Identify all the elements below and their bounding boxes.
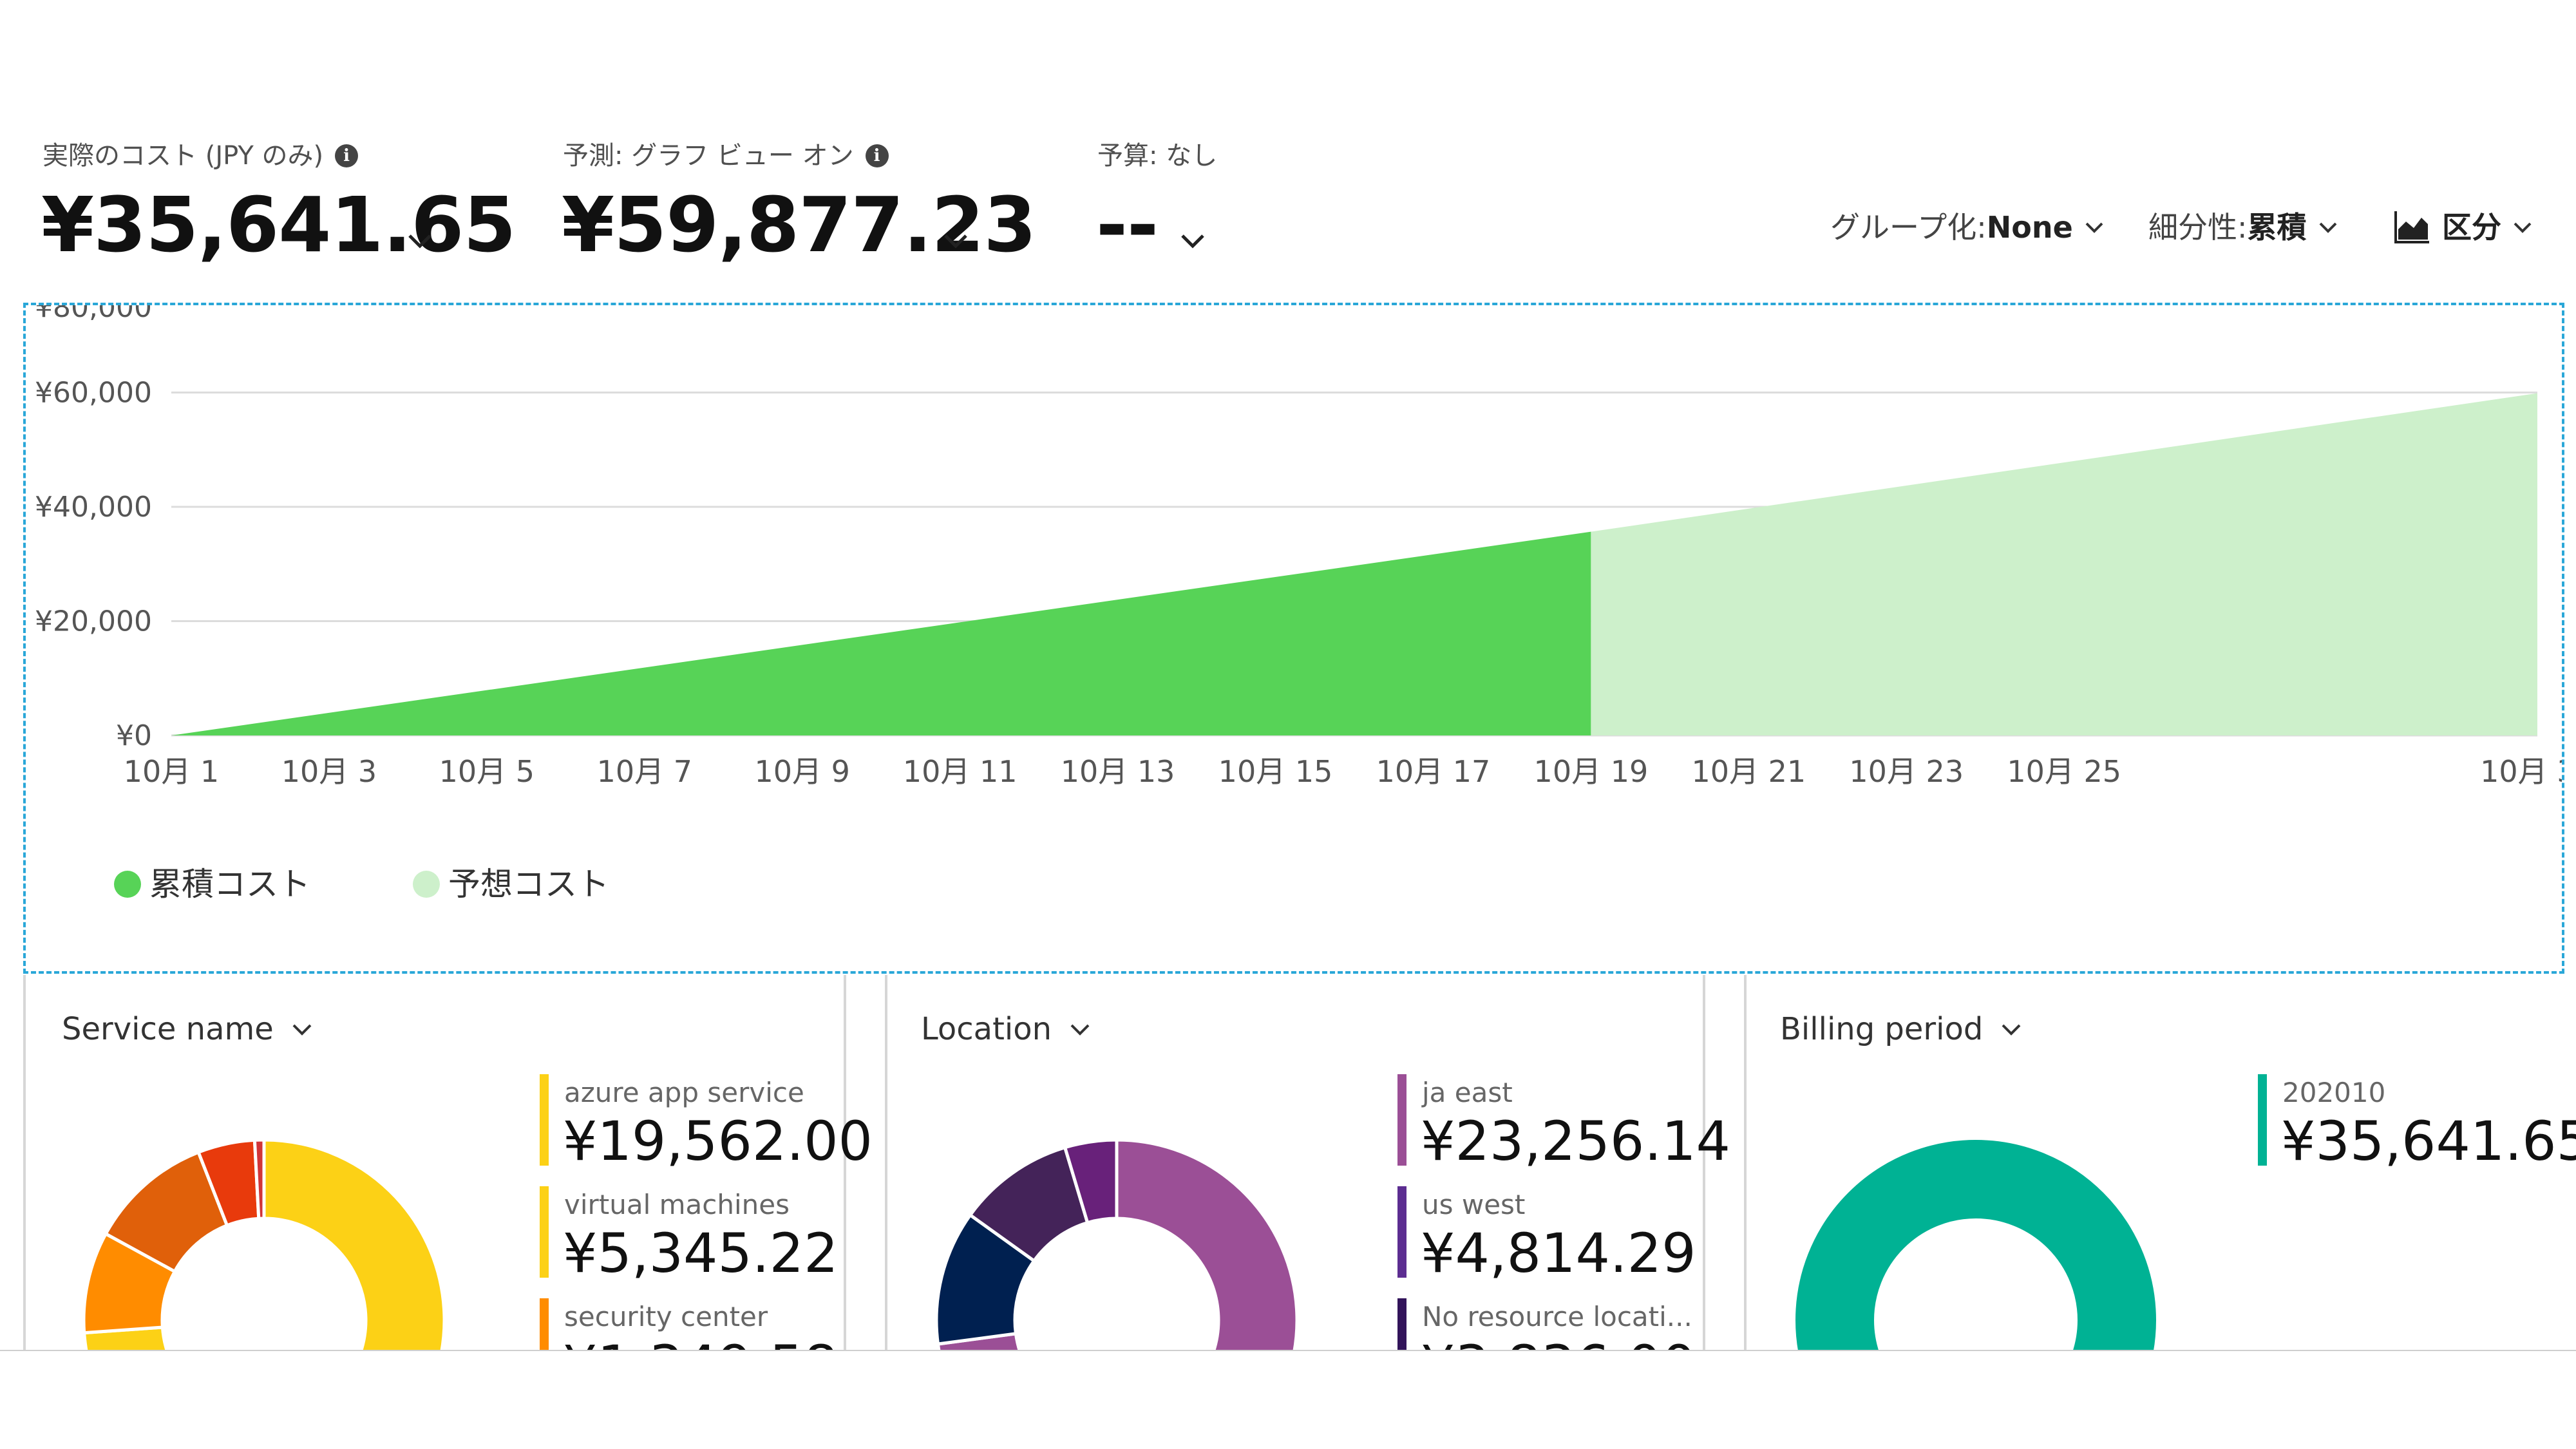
actual-cost-value: ¥35,641.65 xyxy=(41,180,516,269)
forecast-chevron-down-icon[interactable] xyxy=(942,227,970,255)
y-tick-label: ¥80,000 xyxy=(35,305,152,324)
info-icon[interactable]: i xyxy=(335,144,359,167)
panel-title: Service name xyxy=(62,1011,274,1047)
location-dropdown[interactable]: Location xyxy=(921,1014,1092,1045)
granularity-label: 細分性: xyxy=(2148,210,2248,245)
x-tick-label: 10月 19 xyxy=(1534,754,1649,789)
legend-color-bar xyxy=(2258,1074,2267,1166)
legend-color-bar xyxy=(1397,1074,1406,1166)
chevron-down-icon xyxy=(2514,222,2532,233)
chart-view-label: 区分 xyxy=(2442,210,2501,245)
panel-divider xyxy=(23,975,26,1355)
panel-title: Location xyxy=(921,1011,1052,1047)
group-by-label: グループ化: xyxy=(1830,210,1987,245)
chart-view-dropdown[interactable]: 区分 xyxy=(2393,210,2533,245)
y-tick-label: ¥60,000 xyxy=(35,377,152,410)
legend-value: ¥19,562.00 xyxy=(563,1110,873,1173)
forecast-label-text: 予測: グラフ ビュー オン xyxy=(563,141,854,171)
actual-cost-label: 実際のコスト (JPY のみ) i xyxy=(43,141,359,171)
legend-label: azure app service xyxy=(564,1077,804,1108)
x-tick-label: 10月 31 xyxy=(2480,754,2562,789)
service-name-donut-chart xyxy=(82,1138,446,1352)
legend-label: ja east xyxy=(1422,1077,1513,1108)
x-tick-label: 10月 3 xyxy=(281,754,377,789)
actual-cost-label-text: 実際のコスト (JPY のみ) xyxy=(43,141,324,171)
y-tick-label: ¥40,000 xyxy=(35,491,152,524)
panel-divider xyxy=(885,975,887,1355)
donut-segment[interactable] xyxy=(936,1138,1299,1352)
x-tick-label: 10月 23 xyxy=(1849,754,1964,789)
y-tick-label: ¥20,000 xyxy=(35,605,152,638)
chevron-down-icon xyxy=(1070,1024,1090,1036)
x-tick-label: 10月 15 xyxy=(1218,754,1333,789)
legend-label: No resource locati... xyxy=(1422,1301,1692,1332)
budget-chevron-down-icon[interactable] xyxy=(1179,227,1207,255)
x-tick-label: 10月 17 xyxy=(1376,754,1491,789)
legend-color-bar xyxy=(540,1074,549,1166)
legend-label[interactable]: 累積コスト xyxy=(149,866,310,903)
panel-divider xyxy=(1703,975,1705,1355)
group-by-value: None xyxy=(1986,210,2073,245)
billing-period-dropdown[interactable]: Billing period xyxy=(1780,1014,2023,1045)
y-tick-label: ¥0 xyxy=(116,719,152,752)
donut-segment[interactable] xyxy=(1795,1140,2156,1352)
info-icon[interactable]: i xyxy=(865,144,889,167)
legend-value: ¥23,256.14 xyxy=(1421,1110,1730,1173)
legend-color-bar xyxy=(540,1186,549,1278)
granularity-value: 累積 xyxy=(2247,210,2307,245)
granularity-dropdown[interactable]: 細分性: 累積 xyxy=(2148,213,2339,242)
panel-divider xyxy=(844,975,846,1355)
actual-cost-chevron-down-icon[interactable] xyxy=(406,227,434,255)
chevron-down-icon xyxy=(2002,1024,2021,1036)
budget-value: -- xyxy=(1096,180,1159,269)
donut-segment[interactable] xyxy=(252,1138,266,1220)
cost-chart[interactable]: ¥0 ¥20,000 ¥40,000 ¥60,000 ¥80,000 10月 1 10月 3… xyxy=(23,303,2564,974)
legend-label: security center xyxy=(564,1301,768,1332)
chevron-down-icon xyxy=(292,1024,312,1036)
legend-label: us west xyxy=(1422,1189,1526,1220)
chevron-down-icon xyxy=(2085,222,2103,233)
chevron-down-icon xyxy=(2319,222,2336,233)
legend-value: ¥5,345.22 xyxy=(563,1222,838,1285)
cost-area-chart: ¥0 ¥20,000 ¥40,000 ¥60,000 ¥80,000 10月 1 10月 3… xyxy=(35,305,2562,903)
blank-area xyxy=(0,1351,2576,1449)
billing-period-donut-chart xyxy=(1795,1140,2156,1352)
legend-label: virtual machines xyxy=(564,1189,790,1220)
x-tick-label: 10月 1 xyxy=(124,754,219,789)
legend-value: ¥4,814.29 xyxy=(1421,1222,1696,1285)
x-tick-label: 10月 7 xyxy=(597,754,692,789)
series-area-1[interactable] xyxy=(171,531,1591,735)
legend-label: 202010 xyxy=(2282,1077,2386,1108)
legend-dot xyxy=(114,871,141,898)
legend-dot xyxy=(413,871,440,898)
panel-divider xyxy=(1744,975,1747,1355)
donut-segment[interactable] xyxy=(1063,1138,1119,1225)
x-tick-label: 10月 9 xyxy=(755,754,850,789)
x-tick-label: 10月 25 xyxy=(2007,754,2121,789)
x-tick-label: 10月 5 xyxy=(439,754,535,789)
x-tick-label: 10月 13 xyxy=(1061,754,1175,789)
legend-label[interactable]: 予想コスト xyxy=(448,866,609,903)
donut-segment[interactable] xyxy=(82,1138,446,1352)
legend-color-bar xyxy=(1397,1186,1406,1278)
x-tick-label: 10月 21 xyxy=(1691,754,1806,789)
location-donut-chart xyxy=(934,1138,1299,1352)
panel-title: Billing period xyxy=(1780,1011,1984,1047)
budget-label: 予算: なし xyxy=(1097,141,1218,171)
series-area-2[interactable] xyxy=(1591,393,2537,735)
forecast-value: ¥59,877.23 xyxy=(562,180,1036,269)
x-tick-label: 10月 11 xyxy=(903,754,1018,789)
group-by-dropdown[interactable]: グループ化: None xyxy=(1830,213,2105,242)
legend-value: ¥35,641.65 xyxy=(2281,1110,2576,1173)
forecast-label: 予測: グラフ ビュー オン i xyxy=(563,143,889,169)
area-chart-icon xyxy=(2394,211,2429,243)
service-name-dropdown[interactable]: Service name xyxy=(62,1014,314,1045)
